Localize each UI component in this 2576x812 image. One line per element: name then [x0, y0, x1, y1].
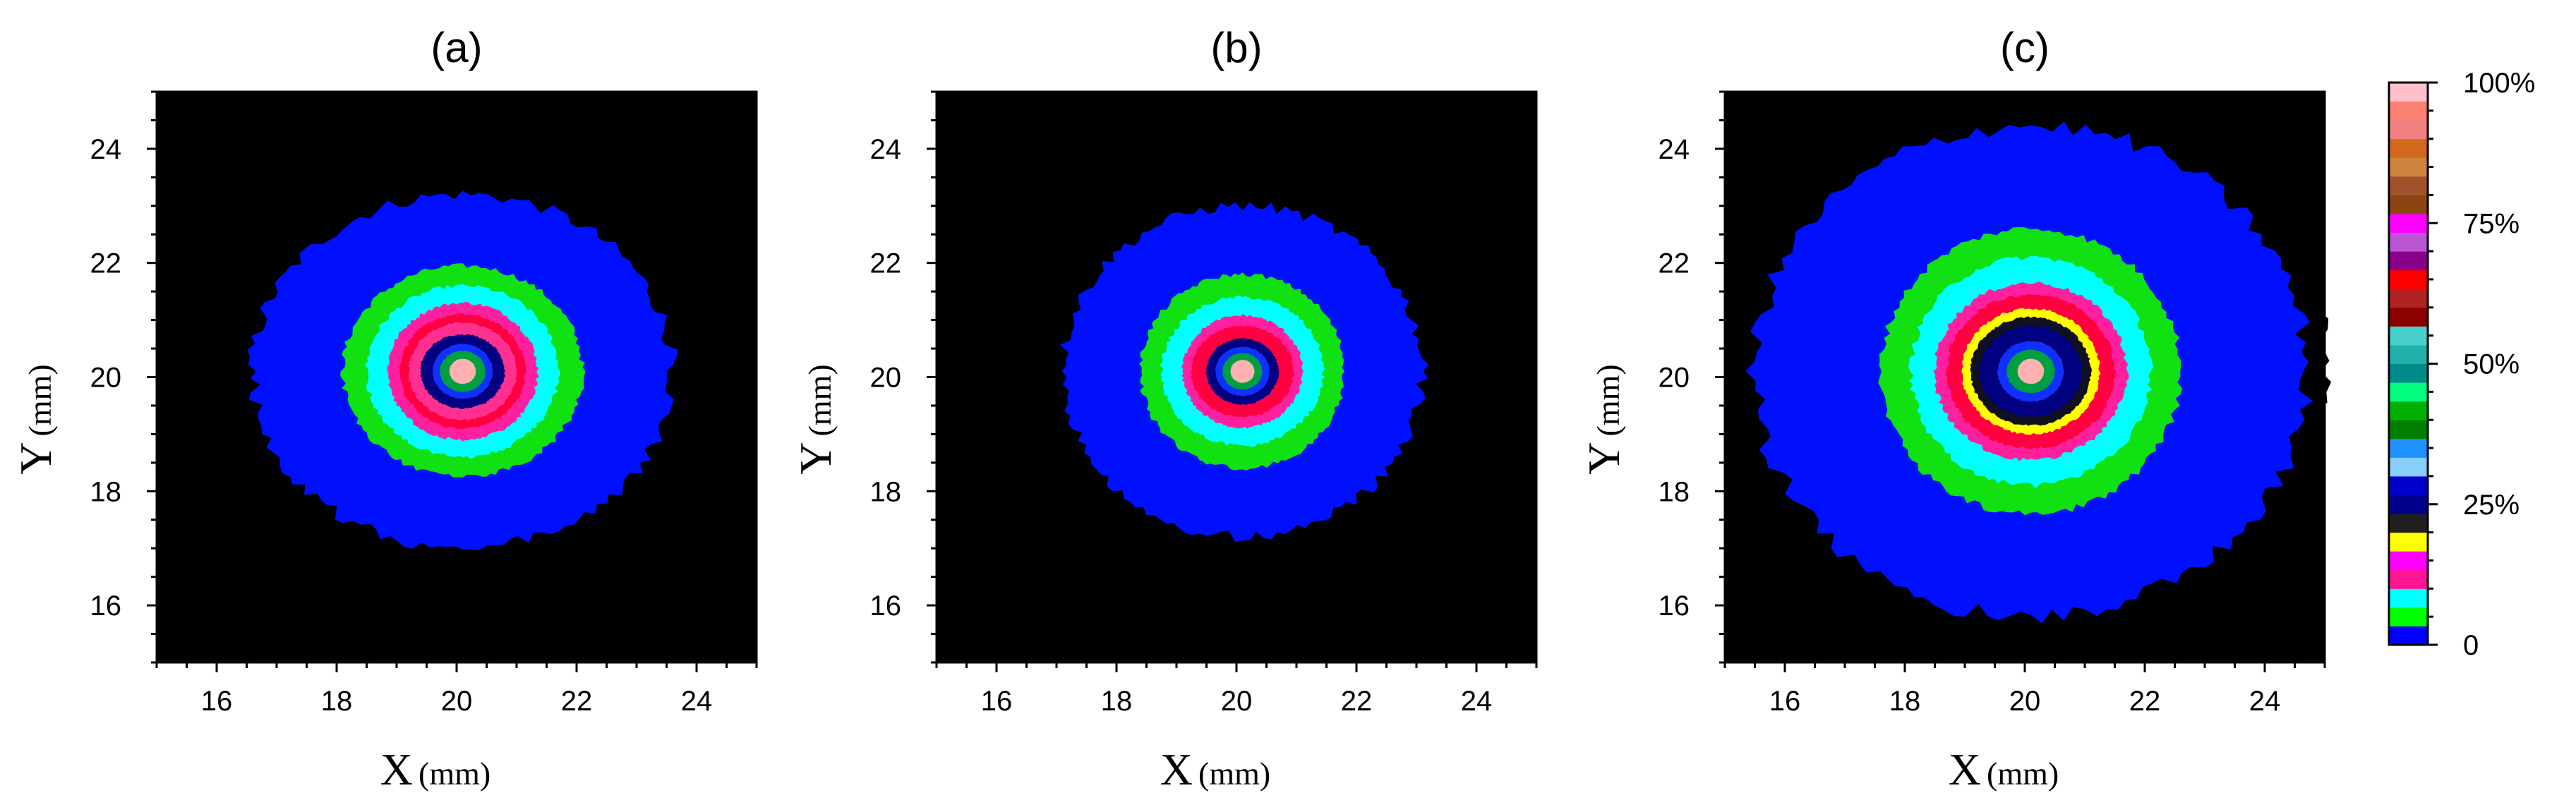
x-tick-label: 18 — [1101, 686, 1133, 717]
colorbar-tick-label: 0 — [2463, 630, 2479, 661]
panel-title: (a) — [431, 24, 482, 71]
y-tick-label: 16 — [1659, 590, 1690, 622]
panel-title: (b) — [1210, 24, 1262, 71]
colorbar-swatch — [2389, 83, 2428, 102]
contour-peak — [2017, 358, 2045, 384]
x-axis-label: X (mm) — [1160, 744, 1270, 794]
x-tick-label: 22 — [561, 686, 593, 717]
colorbar-swatch — [2389, 588, 2428, 608]
y-axis-label-symbol: Y — [1579, 442, 1629, 474]
x-axis-label-unit: (mm) — [1198, 756, 1270, 792]
x-tick-label: 20 — [1221, 686, 1253, 717]
panel-title: (c) — [2000, 24, 2050, 71]
colorbar-swatch — [2389, 195, 2428, 214]
colorbar-swatch — [2389, 532, 2428, 552]
y-axis-label-unit: (mm) — [1590, 364, 1626, 436]
colorbar-tick-label: 25% — [2463, 490, 2520, 521]
colorbar-tick-label: 50% — [2463, 349, 2520, 380]
colorbar-swatch — [2389, 101, 2428, 121]
y-axis-label-unit: (mm) — [22, 364, 58, 436]
x-tick-label: 24 — [681, 686, 713, 717]
colorbar-swatch — [2389, 551, 2428, 571]
y-tick-label: 18 — [870, 476, 902, 507]
contour-peak — [449, 358, 476, 384]
x-axis-label-symbol: X — [380, 744, 413, 794]
x-axis-label-symbol: X — [1949, 744, 1981, 794]
y-axis-label-symbol: Y — [790, 442, 841, 474]
y-tick-label: 24 — [870, 134, 902, 165]
colorbar-swatch — [2389, 626, 2428, 646]
colorbar-swatch — [2389, 176, 2428, 195]
x-tick-label: 16 — [1769, 686, 1801, 717]
y-tick-label: 18 — [90, 476, 122, 507]
colorbar-swatch — [2389, 251, 2428, 271]
colorbar-swatch — [2389, 475, 2428, 495]
y-tick-label: 22 — [90, 248, 122, 279]
colorbar-swatch — [2389, 382, 2428, 402]
x-tick-label: 18 — [321, 686, 353, 717]
y-axis-label: Y (mm) — [11, 364, 61, 474]
x-axis-label-unit: (mm) — [419, 756, 490, 792]
colorbar-swatch — [2389, 307, 2428, 327]
colorbar: 100% 75% 50% 25% 0 — [2388, 68, 2535, 661]
colorbar-swatch — [2389, 607, 2428, 626]
colorbar-swatch — [2389, 326, 2428, 346]
y-tick-label: 22 — [870, 248, 902, 279]
colorbar-swatch — [2389, 401, 2428, 420]
x-tick-label: 20 — [441, 686, 473, 717]
colorbar-swatch — [2389, 232, 2428, 252]
y-axis-label-symbol: Y — [11, 442, 61, 474]
x-axis-label: X (mm) — [380, 744, 490, 794]
x-tick-label: 22 — [1341, 686, 1373, 717]
x-tick-label: 20 — [2009, 686, 2041, 717]
x-axis-label-symbol: X — [1160, 744, 1193, 794]
x-tick-label: 18 — [1889, 686, 1921, 717]
contour-peak — [1230, 360, 1255, 383]
colorbar-swatch — [2389, 269, 2428, 289]
colorbar-swatch — [2389, 569, 2428, 589]
y-tick-label: 24 — [1659, 134, 1690, 165]
colorbar-swatch — [2389, 138, 2428, 158]
x-tick-label: 16 — [201, 686, 233, 717]
y-tick-label: 20 — [90, 363, 122, 394]
colorbar-swatch — [2389, 120, 2428, 140]
colorbar-swatch — [2389, 438, 2428, 458]
x-tick-label: 24 — [1461, 686, 1493, 717]
y-tick-label: 24 — [90, 134, 122, 165]
colorbar-tick-label: 100% — [2463, 68, 2535, 99]
y-tick-label: 16 — [90, 590, 122, 622]
x-tick-label: 16 — [981, 686, 1013, 717]
colorbar-swatch — [2389, 363, 2428, 383]
colorbar-swatch — [2389, 213, 2428, 234]
y-axis-label-unit: (mm) — [802, 364, 838, 436]
colorbar-swatch — [2389, 344, 2428, 364]
x-axis-label-unit: (mm) — [1987, 756, 2059, 792]
x-tick-label: 22 — [2129, 686, 2161, 717]
colorbar-swatch — [2389, 495, 2428, 514]
y-tick-label: 16 — [870, 590, 902, 622]
colorbar-swatch — [2389, 157, 2428, 177]
colorbar-swatch — [2389, 457, 2428, 477]
colorbar-tick-label: 75% — [2463, 208, 2520, 239]
colorbar-swatch — [2389, 289, 2428, 308]
y-axis-label: Y (mm) — [1579, 364, 1629, 474]
y-tick-label: 18 — [1659, 476, 1690, 507]
colorbar-swatch — [2389, 420, 2428, 440]
y-tick-label: 20 — [870, 363, 902, 394]
y-tick-label: 22 — [1659, 248, 1690, 279]
y-axis-label: Y (mm) — [790, 364, 841, 474]
colorbar-swatch — [2389, 514, 2428, 533]
x-tick-label: 24 — [2249, 686, 2281, 717]
x-axis-label: X (mm) — [1949, 744, 2059, 794]
y-tick-label: 20 — [1659, 363, 1690, 394]
